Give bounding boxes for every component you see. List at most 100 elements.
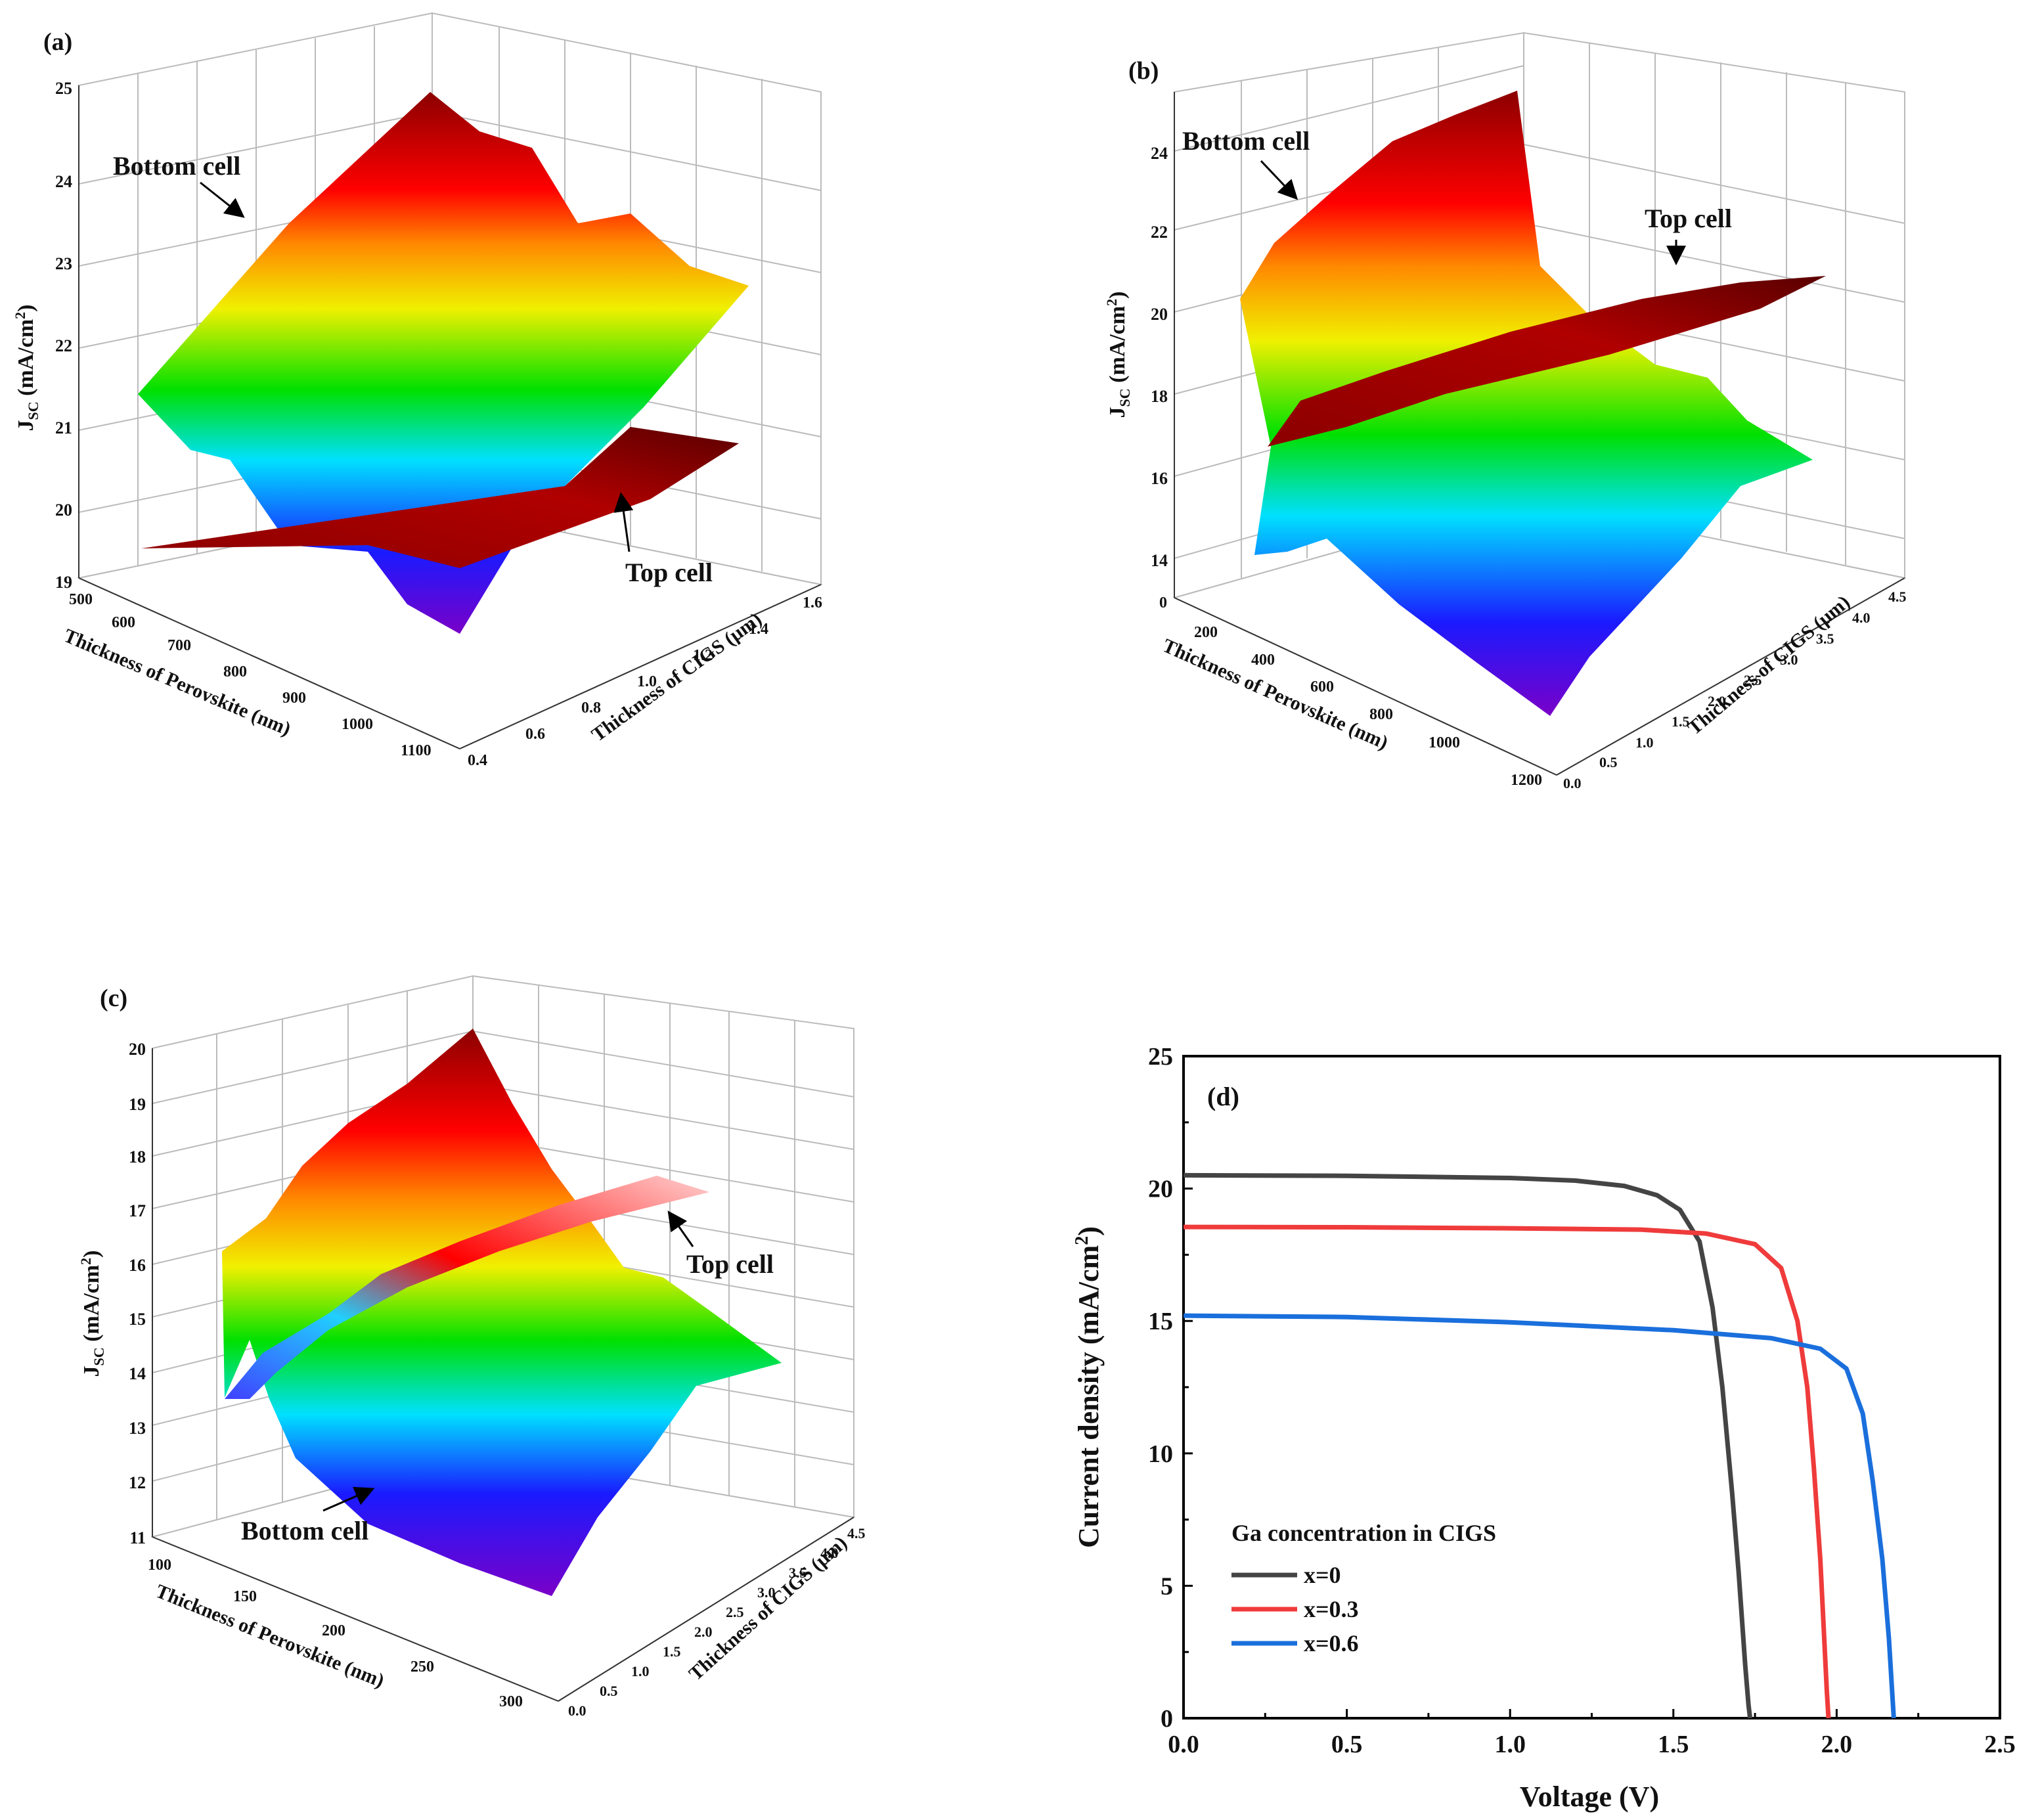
panel-b-y-tick: 0.0 (1563, 775, 1582, 791)
panel-c-y-tick: 2.5 (726, 1604, 744, 1620)
panel-c-annotation-bottom-cell: Bottom cell (241, 1516, 368, 1545)
panel-a-y-tick: 1.0 (637, 673, 657, 690)
legend-title: Ga concentration in CIGS (1231, 1520, 1496, 1546)
panel-a-x-tick: 600 (112, 614, 135, 631)
panel-a-top-cell-surface (141, 427, 739, 568)
panel-d-chart: (d) 0.0 0.5 1.0 1.5 2.0 2.5 0 5 10 15 20 25 Voltag… (1072, 1043, 2016, 1813)
panel-b-z-tick: 20 (1151, 305, 1168, 324)
legend: x=0 x=0.3 x=0.6 (1231, 1562, 1359, 1656)
x-tick-label: 1.0 (1494, 1731, 1526, 1758)
panel-c-z-tick: 16 (129, 1256, 146, 1275)
panel-a-label: (a) (43, 28, 72, 56)
panel-b-y-tick: 4.5 (1888, 588, 1907, 605)
panel-b-y-axis: 0.0 0.5 1.0 1.5 2.0 2.5 3.0 3.5 4.0 4.5 (1556, 577, 1907, 791)
panel-b-annotation-top-cell: Top cell (1645, 204, 1732, 233)
panel-b-y-tick: 3.0 (1780, 652, 1798, 668)
panel-c-x-tick: 300 (499, 1693, 523, 1710)
plot-series (1183, 1172, 1896, 1719)
panel-c-y-tick: 4.0 (820, 1545, 839, 1561)
panel-b-x-tick: 0 (1159, 594, 1167, 611)
panel-c-z-tick: 20 (129, 1040, 146, 1059)
panel-c-z-tick: 11 (129, 1528, 146, 1547)
panel-b: (b) 14 16 18 20 22 24 JSC (1103, 32, 1907, 791)
panel-b-x-axis: 0 200 400 600 800 1000 1200 (1159, 594, 1557, 789)
panel-b-z-label: JSC (mA/cm2) (1103, 291, 1133, 418)
panel-b-arrow-bottom-cell (1260, 160, 1298, 200)
panel-c-y-tick: 0.5 (600, 1683, 618, 1699)
legend-entry: x=0.6 (1304, 1630, 1359, 1656)
panel-c-label: (c) (100, 985, 127, 1012)
panel-c: (c) 11 12 13 14 15 1 (78, 975, 866, 1719)
panel-b-x-tick: 1000 (1429, 734, 1460, 751)
series-line-x=0.6 (1183, 1313, 1896, 1719)
panel-b-y-tick: 1.5 (1672, 713, 1690, 730)
panel-c-z-tick: 17 (129, 1201, 146, 1220)
panel-c-y-tick: 4.5 (847, 1525, 866, 1542)
y-tick-label: 10 (1148, 1440, 1173, 1468)
panel-a-z-tick: 19 (55, 573, 72, 592)
panel-c-top-cell-surface (225, 1176, 709, 1399)
panel-d-label: (d) (1207, 1082, 1239, 1111)
panel-c-z-tick: 19 (129, 1095, 146, 1114)
panel-a-z-tick: 23 (55, 254, 72, 273)
panel-c-x-tick: 100 (148, 1557, 171, 1574)
x-tick-label: 2.0 (1821, 1731, 1853, 1758)
panel-c-y-tick: 1.5 (663, 1643, 681, 1660)
x-axis-label: Voltage (V) (1520, 1781, 1659, 1813)
panel-a-annotation-top-cell: Top cell (625, 558, 713, 587)
panel-a-z-axis: 19 20 21 22 23 24 25 (55, 79, 79, 592)
panel-a-arrow-top-cell (613, 492, 634, 552)
panel-b-z-tick: 16 (1151, 469, 1168, 488)
panel-b-y-tick: 1.0 (1635, 734, 1654, 751)
legend-entry: x=0 (1304, 1562, 1341, 1588)
panel-a-bottom-cell-surface (138, 92, 749, 634)
y-tick-label: 20 (1148, 1176, 1173, 1203)
panel-c-y-tick: 3.0 (757, 1584, 776, 1601)
panel-c-y-axis: 0.0 0.5 1.0 1.5 2.0 2.5 3.0 3.5 4.0 4.5 (558, 1517, 866, 1719)
panel-b-z-tick: 14 (1151, 551, 1168, 570)
panel-c-y-tick: 0.0 (568, 1702, 587, 1719)
panel-a-x-tick: 1000 (342, 716, 373, 733)
y-tick-label: 15 (1148, 1308, 1173, 1335)
panel-a-x-tick: 500 (69, 591, 93, 608)
panel-a-y-tick: 1.2 (693, 647, 713, 664)
panel-a-x-tick: 700 (167, 637, 191, 654)
legend-entry: x=0.3 (1304, 1596, 1359, 1622)
panel-c-y-tick: 1.0 (631, 1663, 650, 1679)
panel-b-label: (b) (1128, 57, 1159, 85)
panel-c-z-tick: 12 (129, 1473, 146, 1492)
panel-b-y-label: Thickness of CIGS (μm) (1683, 591, 1854, 739)
panel-a: (a) 19 20 21 22 (12, 12, 824, 769)
panel-b-z-tick: 24 (1151, 144, 1168, 163)
y-tick-label: 25 (1148, 1043, 1173, 1071)
panel-b-y-tick: 2.0 (1708, 693, 1726, 709)
x-tick-label: 0.0 (1168, 1731, 1199, 1758)
panel-b-annotation-bottom-cell: Bottom cell (1182, 126, 1310, 156)
panel-c-y-tick: 3.5 (789, 1565, 807, 1581)
panel-a-z-tick: 21 (55, 418, 72, 437)
panel-c-z-tick: 14 (129, 1364, 146, 1383)
series-line-x=0.3 (1183, 1224, 1831, 1719)
panel-b-y-tick: 2.5 (1744, 672, 1762, 688)
panel-a-z-tick: 25 (55, 79, 72, 98)
panel-b-y-tick: 3.5 (1816, 631, 1834, 647)
panel-a-y-tick: 1.6 (803, 594, 822, 611)
x-tick-label: 0.5 (1331, 1731, 1363, 1758)
panel-c-x-tick: 200 (322, 1622, 345, 1639)
panel-c-arrow-bottom-cell (322, 1486, 375, 1512)
y-axis-label: Current density (mA/cm2) (1072, 1226, 1105, 1548)
panel-b-z-tick: 18 (1151, 387, 1168, 406)
panel-a-x-axis: 500 600 700 800 900 1000 1100 (69, 577, 460, 759)
panel-b-x-tick: 1200 (1511, 772, 1542, 789)
panel-c-annotation-top-cell: Top cell (686, 1249, 774, 1279)
panel-c-z-tick: 18 (129, 1147, 146, 1166)
x-tick-label: 2.5 (1984, 1731, 2016, 1758)
panel-a-z-label: JSC (mA/cm2) (12, 304, 41, 431)
panel-b-x-tick: 600 (1310, 678, 1334, 696)
panel-b-y-tick: 4.0 (1852, 610, 1871, 626)
panel-c-x-axis: 100 150 200 250 300 (148, 1536, 559, 1710)
panel-c-x-label: Thickness of Perovskite (nm) (152, 1580, 387, 1692)
panel-b-x-tick: 400 (1251, 652, 1275, 669)
y-tick-label: 5 (1161, 1572, 1173, 1600)
